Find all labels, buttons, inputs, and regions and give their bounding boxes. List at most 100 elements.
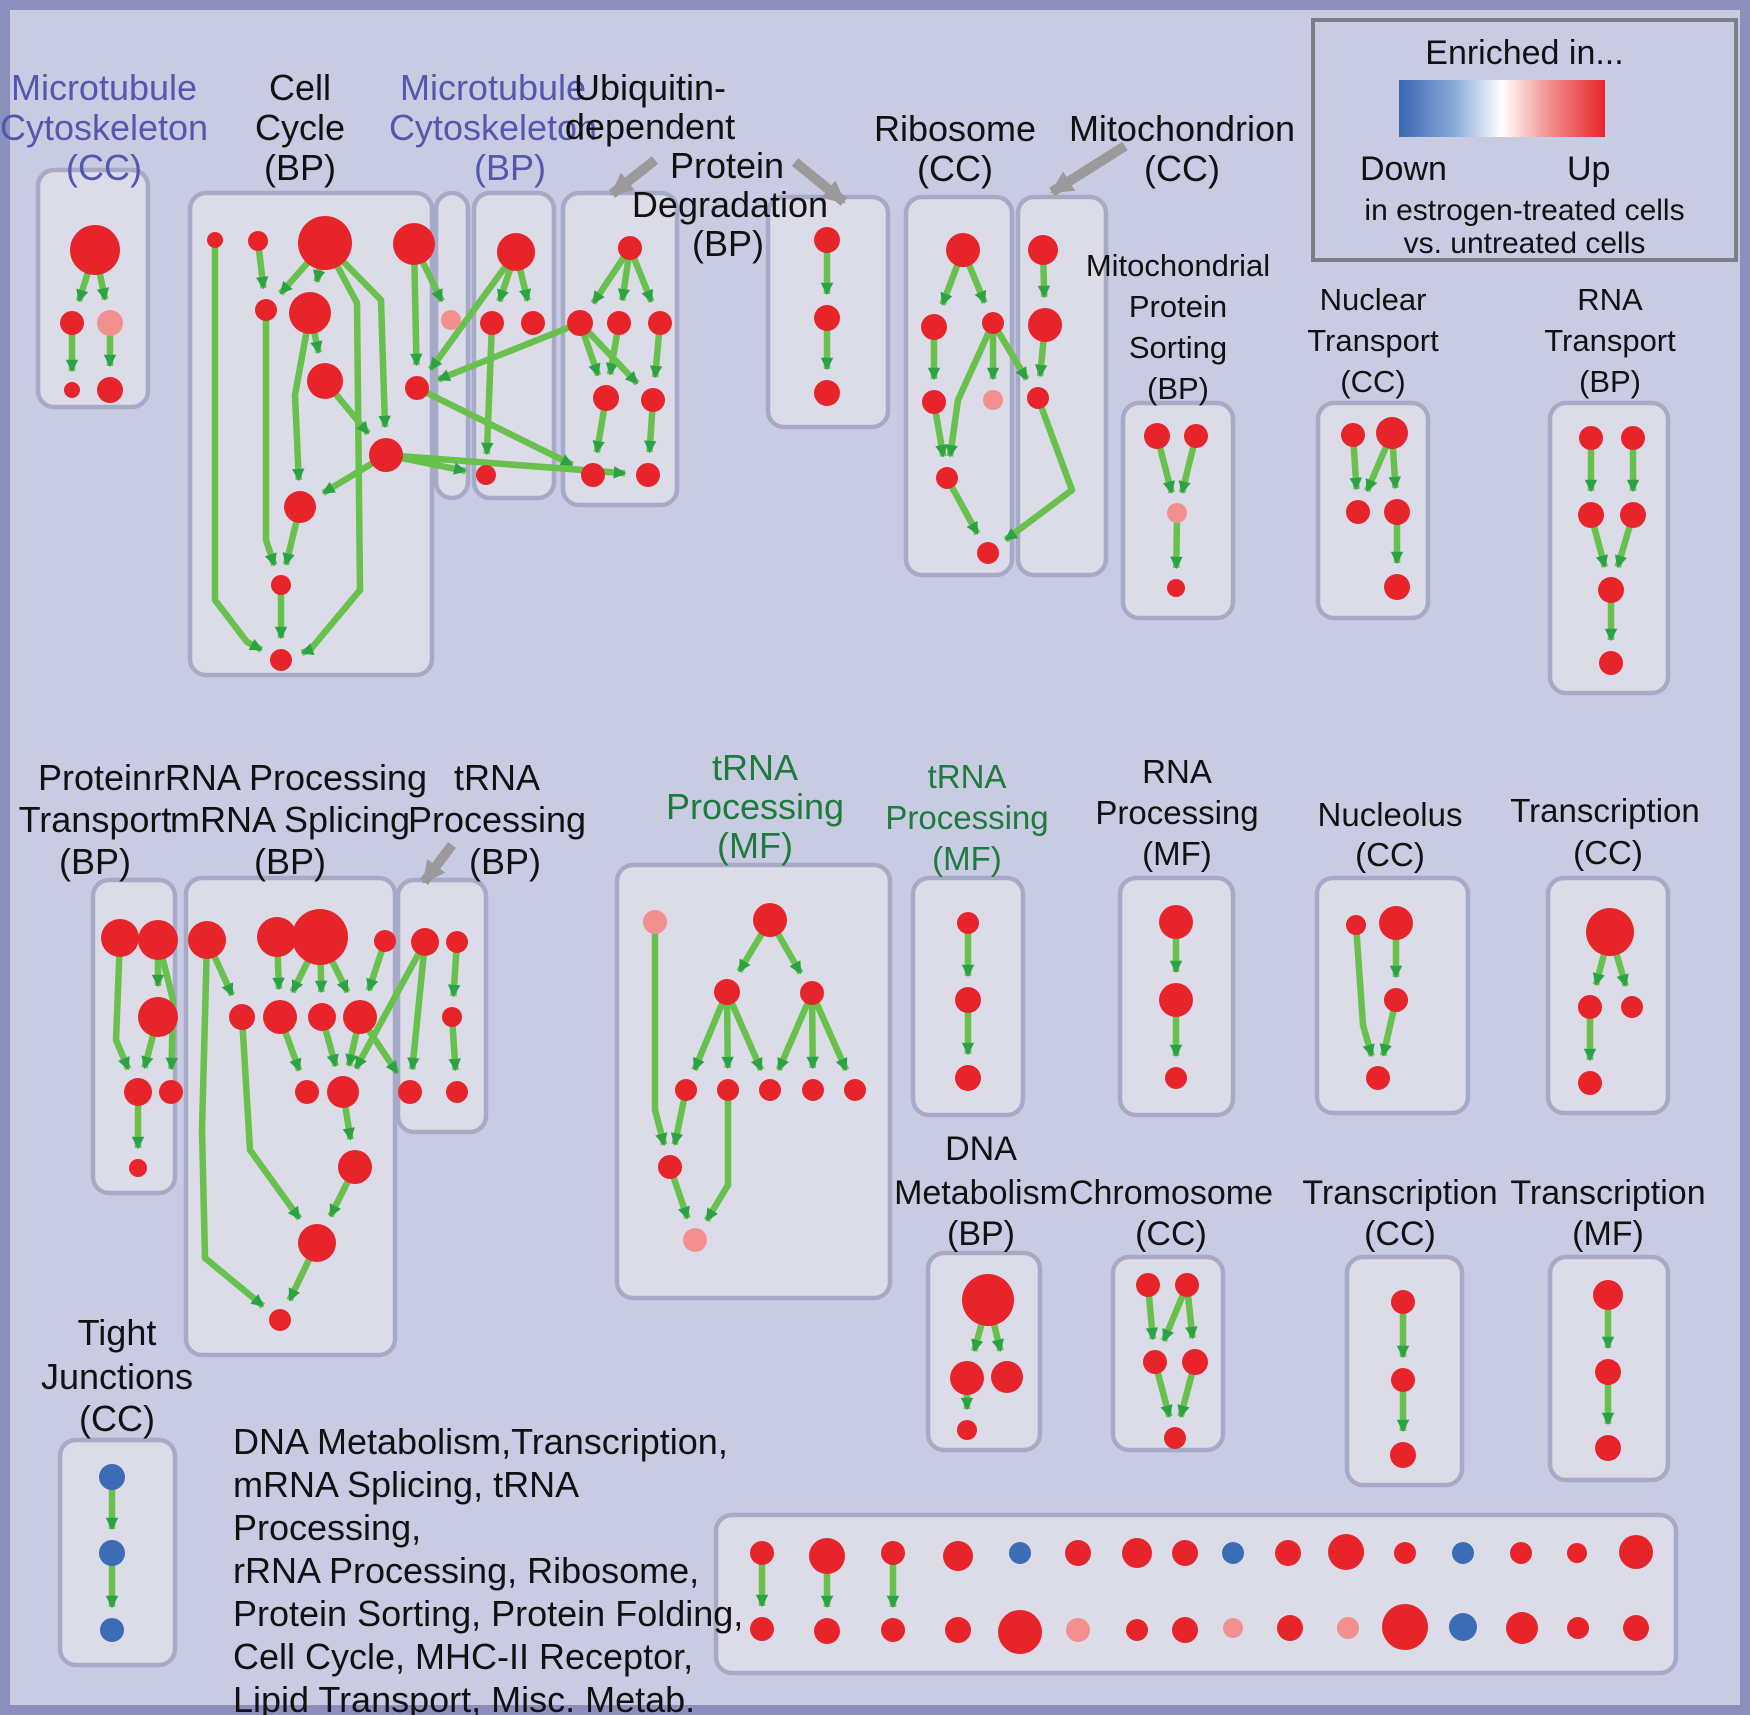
go-term-node-rr_4 (374, 930, 396, 952)
go-term-node-tm_2 (753, 903, 787, 937)
mixed-wide-box (713, 1512, 1679, 1676)
go-term-node-w11t (1328, 1534, 1364, 1570)
go-term-node-nu_4 (1366, 1066, 1390, 1090)
leader-ubiquitin-left (608, 156, 659, 198)
go-term-node-w14b (1506, 1612, 1538, 1644)
mitochondrial-protein-sorting-bp-line-4: (BP) (1147, 371, 1209, 406)
go-term-node-dm_3 (991, 1361, 1023, 1393)
go-term-node-x3_3 (1390, 1442, 1416, 1468)
go-term-node-tm_10 (658, 1155, 682, 1179)
go-term-node-mc1 (70, 225, 120, 275)
mixed-categories-annotation: DNA Metabolism,Transcription, mRNA Splici… (233, 1420, 773, 1715)
go-term-node-tj_3 (100, 1618, 124, 1642)
go-term-node-nu_1 (1346, 915, 1366, 935)
go-term-node-w16b (1623, 1615, 1649, 1641)
edge-mtb_t-cc_h (427, 250, 519, 372)
go-term-node-tc_2 (1578, 995, 1602, 1019)
nuclear-transport-cc-line-2: Transport (1307, 323, 1439, 358)
ribosome-cc-line-1: Ribosome (874, 108, 1036, 149)
go-term-node-dm_1 (962, 1274, 1014, 1326)
edge-ub_1-ub_5 (577, 320, 640, 386)
edge-cc_e-cc_k (262, 310, 278, 567)
annotation-line: Lipid Transport, Misc. Metab. (233, 1679, 696, 1715)
go-term-node-dm_2 (950, 1361, 984, 1395)
go-term-node-rt_4 (1620, 502, 1646, 528)
transcription-cc-row2-line-1: Transcription (1510, 792, 1700, 829)
go-term-node-w9b (1223, 1618, 1243, 1638)
cell-cycle-bp-line-3: (BP) (264, 147, 336, 188)
go-term-node-w3t (881, 1541, 905, 1565)
edge-rr_1-rr_13 (198, 939, 266, 1309)
go-term-node-tm_1 (643, 910, 667, 934)
go-term-node-tb_5 (446, 1081, 468, 1103)
edge-rb_2-rb_5 (945, 321, 996, 458)
go-term-node-mtb_r (521, 311, 545, 335)
rna-transport-bp-line-1: RNA (1577, 282, 1643, 317)
ribosome-cc-line-2: (CC) (917, 148, 993, 189)
edge-tm_1-tm_10 (651, 922, 668, 1146)
go-term-node-rb_6 (977, 542, 999, 564)
go-term-node-rr_2 (257, 917, 297, 957)
go-term-node-mt_3 (1027, 387, 1049, 409)
go-term-node-rb_t (946, 233, 980, 267)
go-term-node-w15b (1567, 1617, 1589, 1639)
go-term-node-tm_9 (844, 1079, 866, 1101)
edge-tm_4-tm_9 (809, 991, 850, 1072)
trna-mf-large-box (614, 862, 893, 1301)
go-term-node-rr_8 (343, 1000, 377, 1034)
go-term-node-pt_1 (101, 919, 139, 957)
go-term-node-tc_3 (1621, 996, 1643, 1018)
go-term-node-tb_2 (446, 931, 468, 953)
go-term-node-w6b (1066, 1618, 1090, 1642)
trna-processing-mf-small-line-2: Processing (885, 799, 1048, 836)
go-term-node-tb_4 (398, 1080, 422, 1104)
trna-processing-mf-large-line-2: Processing (666, 786, 844, 827)
trna-processing-bp-line-1: tRNA (454, 757, 540, 798)
legend: Enriched in... Down Up in estrogen-treat… (1311, 18, 1738, 262)
microtubule-cc-box (35, 167, 151, 410)
go-term-node-cc_a (207, 232, 223, 248)
tight-junctions-cc-line-1: Tight (78, 1312, 157, 1353)
go-term-node-rr_10 (327, 1076, 359, 1108)
go-term-node-cc_i (369, 438, 403, 472)
go-term-node-nt_3 (1346, 500, 1370, 524)
go-term-node-rp_3 (1165, 1067, 1187, 1089)
edge-tm_4-tm_7 (775, 991, 815, 1072)
go-term-node-w2t (809, 1538, 845, 1574)
go-term-node-mc5 (97, 377, 123, 403)
go-term-node-ub_t (618, 236, 642, 260)
leader-ubiquitin-right (791, 158, 848, 206)
go-term-node-rp_2 (1159, 983, 1193, 1017)
go-term-node-x3_2 (1391, 1368, 1415, 1392)
go-term-node-mc4 (64, 382, 80, 398)
trna-processing-bp-line-3: (BP) (469, 841, 541, 882)
go-term-node-ms_2 (1184, 424, 1208, 448)
dna-metabolism-bp-line-3: (BP) (947, 1215, 1015, 1253)
go-term-node-w1t (750, 1541, 774, 1565)
go-term-node-ch_1 (1136, 1273, 1160, 1297)
trna-processing-mf-large-line-3: (MF) (717, 825, 793, 866)
protein-transport-bp-line-3: (BP) (59, 841, 131, 882)
annotation-line: mRNA Splicing, tRNA Processing, (233, 1464, 578, 1548)
go-term-node-cc_k (271, 575, 291, 595)
go-term-node-rr_13 (269, 1309, 291, 1331)
go-term-node-w8t (1172, 1540, 1198, 1566)
go-term-node-ub_7 (636, 463, 660, 487)
go-term-node-w10b (1277, 1615, 1303, 1641)
go-term-node-w5b (998, 1610, 1042, 1654)
go-term-node-w16t (1619, 1535, 1653, 1569)
ubiquitin-dependent-protein-degradation-bp-line-3: Protein (670, 145, 784, 186)
go-term-node-w1b (750, 1617, 774, 1641)
go-term-node-w10t (1275, 1540, 1301, 1566)
go-term-node-pt_3 (138, 997, 178, 1037)
dna-metabolism-bp-line-2: Metabolism (894, 1174, 1068, 1212)
edge-cc_c-cc_l (300, 241, 364, 656)
go-term-node-tm_5 (675, 1079, 697, 1101)
go-term-node-ms_1 (1144, 423, 1170, 449)
nucleolus-cc-line-2: (CC) (1355, 836, 1425, 873)
go-term-node-rt_2 (1621, 426, 1645, 450)
protein-transport-bp-line-2: Transport (19, 799, 172, 840)
go-term-node-cc_j (284, 491, 316, 523)
edge-ub_1-cc_h (437, 319, 582, 383)
